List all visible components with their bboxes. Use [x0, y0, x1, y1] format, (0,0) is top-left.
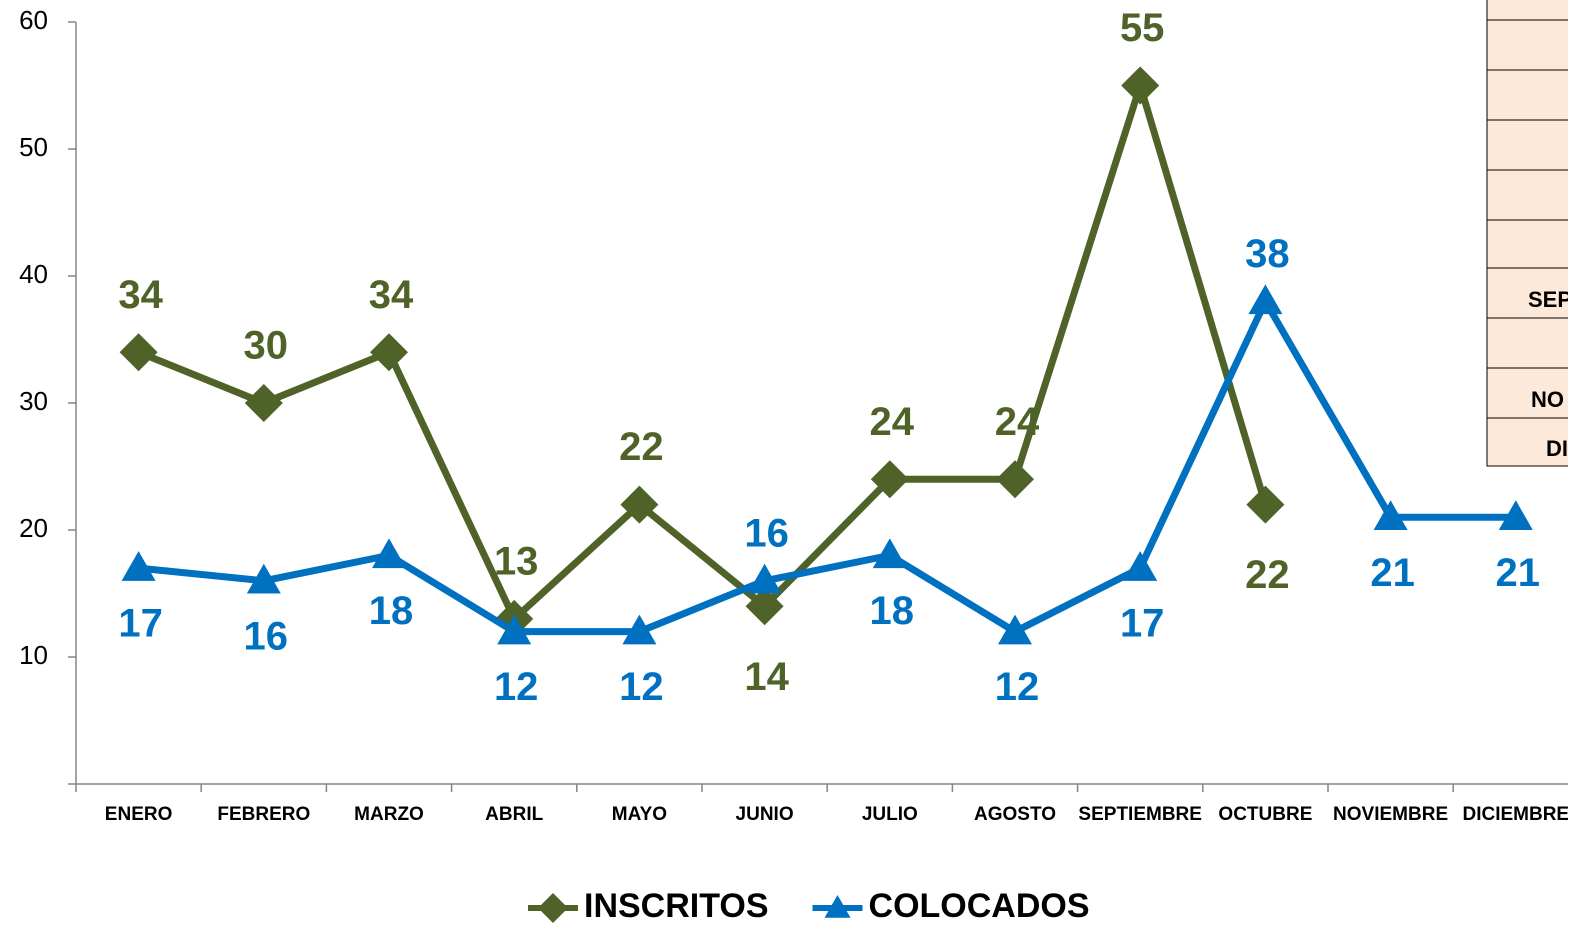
- data-label: 30: [244, 324, 289, 368]
- marker: [244, 384, 283, 422]
- side-table-lines: [1487, 19, 1583, 419]
- edge: [1568, 0, 1583, 932]
- data-label: 24: [870, 400, 915, 444]
- marker: [1123, 551, 1158, 581]
- data-label: 16: [744, 511, 789, 555]
- marker: [538, 893, 568, 923]
- table-cell: SEP: [1528, 287, 1572, 312]
- data-label: 24: [995, 400, 1040, 444]
- x-tick-label: FEBRERO: [217, 804, 310, 825]
- legend-label: COLOCADOS: [869, 887, 1090, 925]
- marker: [1373, 500, 1408, 531]
- data-label: 18: [369, 589, 414, 633]
- legend-label: INSCRITOS: [584, 887, 769, 925]
- data-label: 34: [369, 273, 414, 317]
- marker: [824, 895, 851, 918]
- data-label: 18: [870, 589, 915, 633]
- series-line: [138, 297, 1516, 636]
- data-label: 16: [244, 614, 289, 658]
- y-tick-label: 40: [19, 259, 48, 289]
- data-label: 12: [494, 665, 539, 709]
- x-tick-label: MARZO: [354, 804, 424, 825]
- x-tick-label: ABRIL: [485, 804, 543, 825]
- data-label: 13: [494, 539, 539, 583]
- x-tick-label: NOVIEMBRE: [1333, 804, 1448, 825]
- side-table: [1486, 0, 1583, 467]
- data-label: 34: [118, 273, 163, 317]
- x-tick-label: DICIEMBRE: [1462, 804, 1569, 825]
- marker: [1248, 284, 1283, 315]
- marker: [246, 563, 281, 594]
- marker: [1246, 485, 1285, 524]
- marker: [372, 538, 406, 569]
- marker: [1498, 500, 1533, 531]
- data-label: 21: [1370, 551, 1415, 595]
- data-label: 21: [1496, 551, 1541, 595]
- marker: [872, 538, 907, 569]
- x-tick-label: MAYO: [612, 804, 667, 825]
- marker: [996, 460, 1034, 499]
- data-label: 17: [118, 602, 163, 646]
- data-label: 22: [619, 425, 664, 469]
- y-tick-label: 10: [19, 640, 48, 670]
- data-label: 14: [744, 655, 789, 699]
- x-tick-label: AGOSTO: [974, 804, 1056, 825]
- x-tick-label: JULIO: [862, 804, 918, 825]
- x-tick-label: SEPTIEMBRE: [1078, 804, 1202, 825]
- marker: [620, 485, 659, 524]
- data-label: 17: [1120, 602, 1165, 646]
- table-cell: NO: [1531, 387, 1564, 412]
- data-label: 12: [619, 665, 664, 709]
- marker: [747, 563, 782, 594]
- x-tick-label: JUNIO: [736, 804, 794, 825]
- marker: [998, 614, 1032, 645]
- y-tick-label: 50: [19, 132, 48, 162]
- x-tick-label: ENERO: [105, 804, 173, 825]
- marker: [745, 587, 784, 626]
- marker: [1121, 66, 1160, 105]
- y-tick-label: 30: [19, 386, 48, 416]
- marker: [622, 614, 657, 645]
- x-tick-label: OCTUBRE: [1218, 804, 1312, 825]
- marker: [497, 614, 532, 645]
- y-tick-label: 20: [19, 513, 48, 543]
- marker: [870, 460, 909, 499]
- data-label: 55: [1120, 6, 1165, 50]
- data-label: 22: [1245, 553, 1290, 597]
- y-tick-label: 60: [19, 5, 48, 35]
- marker: [119, 333, 158, 372]
- data-label: 12: [995, 665, 1040, 709]
- marker: [370, 333, 408, 372]
- data-label: 38: [1245, 232, 1290, 276]
- series-line: [137, 82, 1269, 623]
- table-cell: DI: [1546, 436, 1568, 461]
- marker: [121, 551, 156, 581]
